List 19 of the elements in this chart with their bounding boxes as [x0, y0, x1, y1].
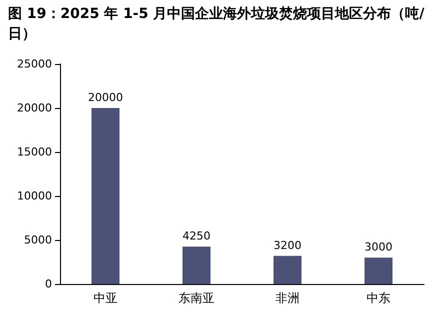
data-label: 20000 — [88, 91, 123, 104]
data-label: 3200 — [274, 238, 302, 252]
y-tick-label: 0 — [45, 278, 52, 290]
bar — [364, 258, 392, 284]
data-label: 3000 — [364, 240, 392, 254]
y-tick-label: 5000 — [24, 234, 52, 246]
x-tick-label: 中东 — [366, 291, 390, 305]
data-label: 4250 — [182, 230, 210, 243]
x-tick-label: 中亚 — [94, 291, 118, 305]
bar — [182, 246, 210, 284]
x-tick-label: 东南亚 — [178, 291, 214, 305]
y-tick-label: 25000 — [17, 58, 52, 70]
chart-title: 图 19：2025 年 1-5 月中国企业海外垃圾焚烧项目地区分布（吨/日） — [7, 5, 426, 44]
y-tick-label: 10000 — [17, 190, 52, 202]
y-tick-label: 15000 — [17, 146, 52, 158]
bar — [92, 108, 120, 284]
y-tick-label: 20000 — [17, 102, 52, 114]
x-tick-label: 非洲 — [276, 291, 300, 305]
bar — [274, 256, 302, 284]
